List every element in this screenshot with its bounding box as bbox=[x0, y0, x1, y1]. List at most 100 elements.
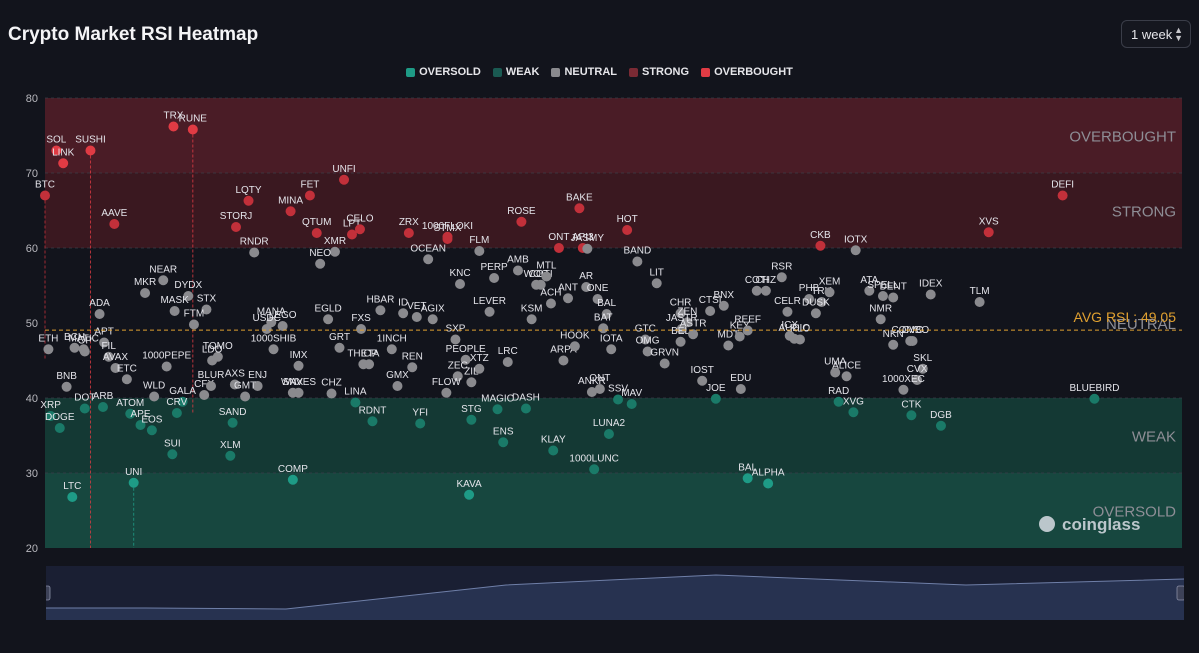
rsi-point-mav[interactable] bbox=[626, 399, 637, 409]
rsi-point-ren[interactable] bbox=[407, 362, 418, 373]
rsi-point-sand[interactable] bbox=[227, 417, 238, 428]
rsi-point-fil[interactable] bbox=[103, 351, 114, 362]
rsi-point-phb[interactable] bbox=[804, 294, 815, 304]
legend-item-overbought[interactable]: OVERBOUGHT bbox=[701, 66, 793, 78]
rsi-point-ant[interactable] bbox=[563, 293, 574, 304]
rsi-point-mtl[interactable] bbox=[541, 271, 552, 282]
rsi-point-jastr[interactable] bbox=[676, 324, 687, 334]
rsi-point-mask[interactable] bbox=[169, 306, 180, 316]
rsi-point-xmr[interactable] bbox=[329, 246, 340, 257]
rsi-point-nmr[interactable] bbox=[875, 314, 886, 325]
rsi-point-ape[interactable] bbox=[135, 420, 146, 430]
rsi-point-chr[interactable] bbox=[675, 308, 686, 319]
rsi-point-klay[interactable] bbox=[548, 445, 559, 456]
rsi-point-bluebird[interactable] bbox=[1089, 393, 1100, 404]
rsi-point-grt[interactable] bbox=[334, 342, 345, 353]
rsi-point-ckb[interactable] bbox=[815, 240, 826, 251]
rsi-point-astr[interactable] bbox=[688, 329, 699, 340]
rsi-point-lpt[interactable] bbox=[346, 229, 357, 240]
rsi-point-storj[interactable] bbox=[231, 222, 242, 232]
range-navigator[interactable] bbox=[46, 566, 1184, 620]
rsi-point-amb[interactable] bbox=[512, 265, 523, 276]
rsi-point-icp[interactable] bbox=[364, 359, 375, 370]
rsi-point-ksm[interactable] bbox=[526, 314, 537, 325]
rsi-point-link[interactable] bbox=[58, 158, 69, 169]
rsi-point-eos[interactable] bbox=[146, 425, 157, 436]
rsi-point-bal[interactable] bbox=[742, 473, 753, 484]
rsi-point-lever[interactable] bbox=[484, 306, 495, 317]
rsi-point-idex[interactable] bbox=[925, 289, 936, 300]
rsi-point-hook[interactable] bbox=[569, 341, 580, 352]
rsi-point-ata[interactable] bbox=[864, 285, 875, 296]
legend-item-strong[interactable]: STRONG bbox=[629, 66, 689, 78]
rsi-point-gtc[interactable] bbox=[640, 334, 651, 345]
rsi-point-people[interactable] bbox=[460, 354, 471, 365]
rsi-point-flm[interactable] bbox=[474, 246, 485, 256]
rsi-point-atom[interactable] bbox=[125, 408, 136, 419]
rsi-point-dusk[interactable] bbox=[810, 308, 821, 319]
rsi-point-crv[interactable] bbox=[171, 408, 182, 418]
rsi-point-grvn[interactable] bbox=[659, 358, 670, 369]
rsi-point-rune[interactable] bbox=[187, 124, 198, 135]
rsi-point-gmt[interactable] bbox=[240, 391, 251, 402]
rsi-point-knc[interactable] bbox=[455, 279, 466, 289]
rsi-point-rdnt[interactable] bbox=[367, 416, 378, 427]
rsi-point-xlm[interactable] bbox=[225, 450, 236, 461]
rsi-point-cvx[interactable] bbox=[912, 375, 923, 385]
rsi-point-wld[interactable] bbox=[149, 391, 160, 402]
rsi-point-hot[interactable] bbox=[622, 225, 633, 235]
rsi-point-ar[interactable] bbox=[581, 282, 592, 292]
rsi-point-near[interactable] bbox=[158, 275, 169, 286]
rsi-point-1000lunc[interactable] bbox=[589, 464, 600, 475]
rsi-point-ach[interactable] bbox=[545, 298, 556, 309]
rsi-point-omg[interactable] bbox=[642, 346, 653, 357]
rsi-point-dot[interactable] bbox=[79, 403, 90, 414]
rsi-point-op[interactable] bbox=[79, 346, 90, 357]
rsi-point-tru[interactable] bbox=[816, 297, 827, 307]
rsi-point-rsr[interactable] bbox=[776, 272, 787, 283]
rsi-point-1inch[interactable] bbox=[386, 344, 397, 355]
rsi-point-sui[interactable] bbox=[167, 449, 178, 460]
rsi-point-aave[interactable] bbox=[109, 219, 120, 229]
rsi-point-alice[interactable] bbox=[841, 371, 852, 382]
legend-item-weak[interactable]: WEAK bbox=[492, 66, 539, 78]
rsi-point-lit[interactable] bbox=[651, 278, 662, 289]
rsi-point-jasmy[interactable] bbox=[582, 243, 593, 254]
rsi-point-chz[interactable] bbox=[326, 388, 337, 399]
rsi-point-defi[interactable] bbox=[1057, 190, 1068, 201]
rsi-point-xvs[interactable] bbox=[983, 227, 994, 238]
rsi-point-bel[interactable] bbox=[675, 336, 686, 347]
rsi-point-ltc[interactable] bbox=[67, 492, 78, 502]
rsi-point-gmx[interactable] bbox=[392, 381, 403, 391]
rsi-point-cfx[interactable] bbox=[199, 390, 210, 400]
period-select[interactable]: 1 week ▲ ▼ bbox=[1121, 20, 1191, 48]
rsi-point-yfi[interactable] bbox=[415, 418, 426, 429]
rsi-point-flow[interactable] bbox=[441, 387, 452, 398]
rsi-point-imx[interactable] bbox=[293, 360, 304, 371]
rsi-point-dash[interactable] bbox=[520, 403, 531, 414]
rsi-point-coti[interactable] bbox=[751, 285, 762, 296]
rsi-point-agix[interactable] bbox=[427, 314, 438, 325]
rsi-point-nkn[interactable] bbox=[888, 339, 899, 350]
rsi-point-alpha[interactable] bbox=[763, 478, 774, 489]
rsi-point-qtum[interactable] bbox=[311, 228, 322, 238]
rsi-point-coti[interactable] bbox=[535, 279, 546, 290]
rsi-point-celo[interactable] bbox=[354, 224, 365, 235]
rsi-point-sushi[interactable] bbox=[85, 145, 96, 156]
rsi-point-ont[interactable] bbox=[553, 243, 564, 253]
rsi-point-arpa[interactable] bbox=[558, 355, 569, 366]
rsi-point-ftm[interactable] bbox=[188, 319, 199, 330]
rsi-point-fxs[interactable] bbox=[356, 324, 367, 334]
rsi-point-ont[interactable] bbox=[594, 384, 605, 394]
rsi-point-ldo[interactable] bbox=[207, 355, 218, 366]
rsi-point-btc[interactable] bbox=[40, 190, 50, 201]
rsi-point-lrc[interactable] bbox=[502, 357, 513, 367]
rsi-point-ssv[interactable] bbox=[613, 394, 624, 405]
rsi-point-gala[interactable] bbox=[177, 396, 188, 407]
rsi-point-dydx[interactable] bbox=[183, 291, 194, 301]
rsi-point-zen[interactable] bbox=[682, 317, 693, 328]
rsi-point-bal[interactable] bbox=[601, 309, 612, 319]
rsi-point-axs[interactable] bbox=[229, 379, 240, 390]
rsi-point-uma[interactable] bbox=[830, 367, 841, 378]
rsi-point-enj[interactable] bbox=[252, 381, 263, 391]
